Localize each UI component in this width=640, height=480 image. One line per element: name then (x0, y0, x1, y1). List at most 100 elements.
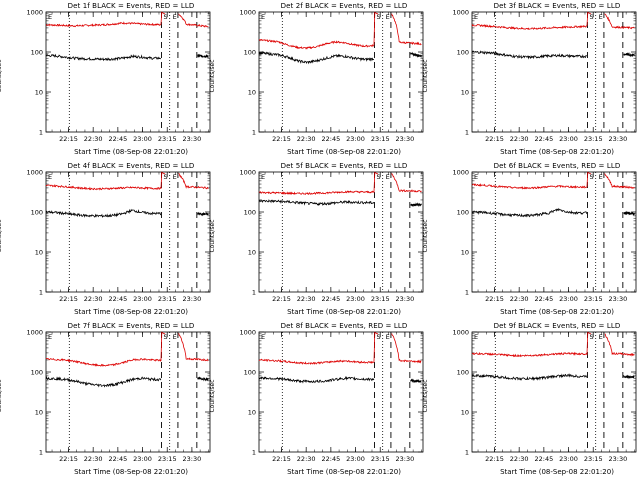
y-tick-label: 10 (248, 89, 256, 97)
detector-panel: Det 8f BLACK = Events, RED = LLD Counts/s… (209, 320, 426, 480)
y-tick-label: 100 (244, 209, 256, 217)
x-tick-label: 23:15 (584, 455, 603, 463)
events-series-line (410, 51, 422, 58)
y-tick-label: 1 (39, 449, 43, 457)
y-tick-label: 1000 (239, 169, 256, 177)
y-tick-label: 10 (35, 249, 43, 257)
lld-series-line (258, 11, 379, 50)
x-axis-label: Start Time (08-Sep-08 22:01:20) (287, 468, 401, 476)
x-tick-label: 23:15 (158, 295, 177, 303)
end-marker: E (599, 173, 603, 181)
panel-title: Det 2f BLACK = Events, RED = LLD (280, 2, 408, 10)
lld-series-line (391, 333, 422, 364)
x-tick-label: 23:30 (183, 135, 202, 143)
end-marker: E (48, 173, 52, 181)
x-tick-label: 22:15 (485, 135, 504, 143)
x-tick-label: 23:00 (559, 135, 578, 143)
lld-series-line (45, 171, 166, 191)
chart-svg: 1 10 100 1000 22:15 22:30 22:45 23:00 23:15 23:30… (239, 169, 424, 303)
y-tick-label: 10 (35, 409, 43, 417)
end-marker: E (261, 173, 265, 181)
end-marker: E (599, 13, 603, 21)
y-tick-label: 1000 (26, 9, 43, 17)
x-tick-label: 23:30 (609, 135, 628, 143)
x-tick-label: 23:00 (559, 455, 578, 463)
plot-frame (45, 11, 211, 133)
end-marker: E (48, 333, 52, 341)
x-tick-label: 23:30 (396, 135, 415, 143)
events-series-line (471, 207, 588, 218)
lld-series-line (604, 333, 635, 357)
panel-title: Det 7f BLACK = Events, RED = LLD (67, 322, 195, 330)
events-series-line (197, 53, 209, 59)
x-axis-label: Start Time (08-Sep-08 22:01:20) (500, 148, 614, 156)
panel-title: Det 9f BLACK = Events, RED = LLD (493, 322, 621, 330)
end-marker: E (386, 173, 390, 181)
x-tick-label: 23:00 (559, 295, 578, 303)
y-tick-label: 100 (31, 369, 43, 377)
plot-frame (258, 331, 424, 453)
y-tick-label: 1 (465, 289, 469, 297)
x-tick-label: 22:45 (108, 455, 127, 463)
x-tick-label: 23:00 (133, 135, 152, 143)
x-tick-label: 22:15 (485, 295, 504, 303)
y-tick-label: 10 (248, 409, 256, 417)
plot-frame (258, 171, 424, 293)
x-tick-label: 22:30 (510, 295, 529, 303)
y-tick-label: 100 (31, 209, 43, 217)
plot-frame (471, 11, 637, 133)
lld-series-line (391, 173, 422, 193)
x-tick-label: 22:15 (272, 295, 291, 303)
plot-frame (471, 331, 637, 453)
x-axis-label: Start Time (08-Sep-08 22:01:20) (500, 468, 614, 476)
y-tick-label: 100 (31, 49, 43, 57)
start-marker: S (589, 13, 593, 21)
x-tick-label: 23:15 (584, 295, 603, 303)
x-tick-label: 23:15 (158, 455, 177, 463)
plot-frame (45, 331, 211, 453)
start-marker: S (163, 173, 167, 181)
x-tick-label: 22:30 (297, 295, 316, 303)
events-series-line (45, 375, 162, 388)
y-tick-label: 1 (39, 289, 43, 297)
start-marker: S (376, 333, 380, 341)
detector-panel: Det 2f BLACK = Events, RED = LLD Counts/s… (209, 0, 426, 160)
lld-series-line (604, 13, 635, 30)
events-series-line (258, 375, 375, 384)
end-marker: E (599, 333, 603, 341)
x-tick-label: 23:30 (183, 455, 202, 463)
lld-series-line (258, 171, 379, 196)
x-tick-label: 22:30 (510, 135, 529, 143)
plot-frame (45, 171, 211, 293)
x-tick-label: 23:00 (346, 295, 365, 303)
y-tick-label: 1 (252, 289, 256, 297)
x-tick-label: 22:45 (534, 455, 553, 463)
y-tick-label: 100 (244, 369, 256, 377)
chart-svg: 1 10 100 1000 22:15 22:30 22:45 23:00 23:15 23:30… (26, 169, 211, 303)
x-tick-label: 23:30 (396, 295, 415, 303)
x-axis-label: Start Time (08-Sep-08 22:01:20) (287, 148, 401, 156)
end-marker: E (474, 173, 478, 181)
start-marker: S (376, 13, 380, 21)
events-series-line (471, 50, 588, 60)
end-marker: E (173, 13, 177, 21)
x-tick-label: 22:45 (321, 455, 340, 463)
x-tick-label: 22:15 (485, 455, 504, 463)
y-tick-label: 1000 (452, 329, 469, 337)
lld-series-line (178, 333, 209, 362)
x-tick-label: 23:15 (584, 135, 603, 143)
chart-svg: 1 10 100 1000 22:15 22:30 22:45 23:00 23:15 23:30… (452, 169, 637, 303)
events-series-line (45, 53, 162, 62)
x-tick-label: 22:15 (272, 455, 291, 463)
x-tick-label: 23:30 (609, 455, 628, 463)
x-tick-label: 22:30 (510, 455, 529, 463)
end-marker: E (474, 13, 478, 21)
y-tick-label: 1000 (239, 329, 256, 337)
x-tick-label: 22:15 (272, 135, 291, 143)
start-marker: S (589, 333, 593, 341)
panel-title: Det 4f BLACK = Events, RED = LLD (67, 162, 195, 170)
y-tick-label: 100 (244, 49, 256, 57)
y-tick-label: 10 (461, 409, 469, 417)
x-tick-label: 23:30 (609, 295, 628, 303)
